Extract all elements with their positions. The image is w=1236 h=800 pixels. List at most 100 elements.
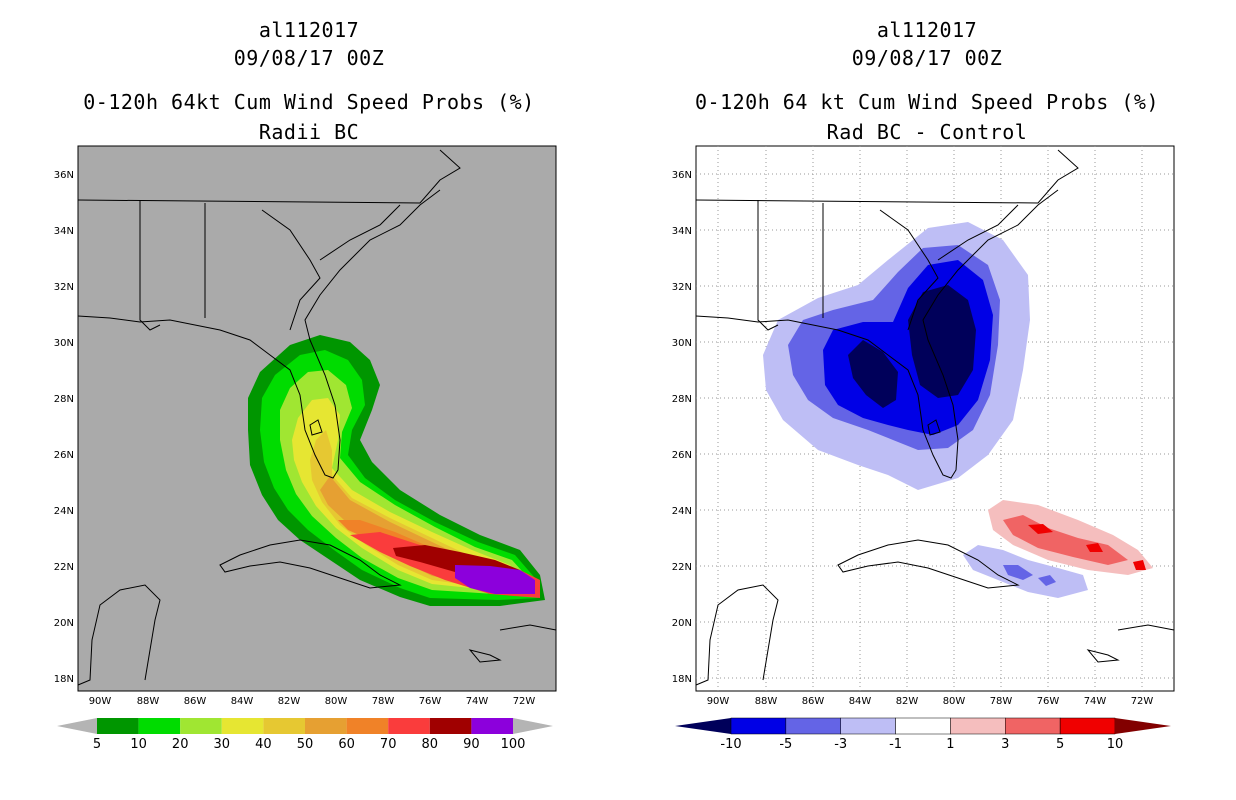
left-map-svg: 36N 34N 32N 30N 28N 26N 24N 22N 20N 18N … [54, 145, 557, 752]
lat-label: 26N [54, 450, 74, 461]
colorbar-label: 3 [1001, 737, 1009, 752]
lat-label: 30N [54, 338, 74, 349]
colorbar-label: 10 [1107, 737, 1124, 752]
left-lon-ticks: 90W 88W 86W 84W 82W 80W 78W 76W 74W 72W [89, 696, 536, 707]
colorbar-label: -1 [889, 737, 902, 752]
right-lat-ticks: 36N 34N 32N 30N 28N 26N 24N 22N 20N 18N [672, 170, 692, 685]
lon-label: 86W [184, 696, 207, 707]
lon-label: 82W [278, 696, 301, 707]
right-lon-ticks: 90W 88W 86W 84W 82W 80W 78W 76W 74W 72W [707, 696, 1154, 707]
left-product-title: 0-120h 64kt Cum Wind Speed Probs (%) [83, 90, 535, 114]
colorbar-triangle-high [1115, 718, 1171, 734]
lon-label: 74W [1084, 696, 1107, 707]
lon-label: 74W [466, 696, 489, 707]
colorbar-swatch [730, 717, 787, 735]
left-probability-swath [248, 335, 545, 606]
lon-label: 72W [513, 696, 536, 707]
colorbar-label: 5 [93, 737, 101, 752]
lat-label: 22N [54, 562, 74, 573]
left-panel: al112017 09/08/17 00Z 0-120h 64kt Cum Wi… [54, 18, 557, 752]
right-subtitle: Rad BC - Control [826, 120, 1028, 144]
colorbar-label: -5 [779, 737, 792, 752]
colorbar-label: 20 [172, 737, 189, 752]
colorbar-swatch [305, 718, 347, 734]
lat-label: 28N [672, 394, 692, 405]
lon-label: 78W [990, 696, 1013, 707]
lon-label: 82W [896, 696, 919, 707]
left-subtitle: Radii BC [258, 120, 360, 144]
colorbar-label: 30 [214, 737, 231, 752]
left-colorbar: 5 10 20 30 40 50 60 70 80 90 100 [57, 718, 553, 752]
lon-label: 76W [1037, 696, 1060, 707]
right-colorbar: -10 -5 -3 -1 1 3 5 10 [675, 717, 1171, 752]
lat-label: 18N [672, 674, 692, 685]
colorbar-triangle-high [513, 718, 553, 734]
colorbar-label: 70 [380, 737, 397, 752]
colorbar-swatch [429, 718, 472, 734]
colorbar-label: 40 [255, 737, 272, 752]
right-difference-field [763, 222, 1153, 598]
colorbar-swatch [97, 718, 139, 734]
left-lat-ticks: 36N 34N 32N 30N 28N 26N 24N 22N 20N 18N [54, 170, 74, 685]
colorbar-label: 60 [338, 737, 355, 752]
diff-plus-5 [1028, 524, 1146, 570]
lat-label: 20N [54, 618, 74, 629]
lon-label: 80W [943, 696, 966, 707]
right-coastlines [695, 149, 1175, 686]
colorbar-swatch [785, 717, 841, 735]
lat-label: 18N [54, 674, 74, 685]
lat-label: 26N [672, 450, 692, 461]
lat-label: 32N [54, 282, 74, 293]
lon-label: 90W [89, 696, 112, 707]
colorbar-swatch [263, 718, 305, 734]
lat-label: 36N [54, 170, 74, 181]
colorbar-label: 5 [1056, 737, 1064, 752]
swath-20 [280, 370, 530, 594]
lat-label: 34N [672, 226, 692, 237]
lat-label: 30N [672, 338, 692, 349]
colorbar-label: 90 [463, 737, 480, 752]
lon-label: 88W [755, 696, 778, 707]
colorbar-label: 100 [501, 737, 526, 752]
colorbar-label: -3 [834, 737, 847, 752]
lon-label: 80W [325, 696, 348, 707]
diff-minus-3-cuba [1003, 565, 1056, 586]
colorbar-label: 50 [297, 737, 314, 752]
lat-label: 22N [672, 562, 692, 573]
lat-label: 36N [672, 170, 692, 181]
lon-label: 84W [849, 696, 872, 707]
colorbar-triangle-low [57, 718, 97, 734]
colorbar-swatch [388, 718, 430, 734]
lat-label: 20N [672, 618, 692, 629]
colorbar-swatch [1059, 717, 1116, 735]
lon-label: 72W [1131, 696, 1154, 707]
lat-label: 24N [54, 506, 74, 517]
swath-90 [455, 565, 535, 594]
colorbar-swatch [221, 718, 264, 734]
colorbar-swatch [1005, 717, 1061, 735]
left-coastlines [77, 149, 557, 686]
colorbar-swatch [950, 717, 1006, 735]
right-panel: al112017 09/08/17 00Z 0-120h 64 kt Cum W… [618, 0, 1236, 800]
left-storm-id: al112017 [258, 18, 360, 42]
lon-label: 76W [419, 696, 442, 707]
colorbar-swatch [840, 717, 896, 735]
right-storm-id: al112017 [876, 18, 978, 42]
colorbar-label: 80 [422, 737, 439, 752]
colorbar-swatch [346, 718, 389, 734]
right-product-title: 0-120h 64 kt Cum Wind Speed Probs (%) [694, 90, 1160, 114]
lat-label: 24N [672, 506, 692, 517]
colorbar-swatch [895, 717, 951, 735]
colorbar-triangle-low [675, 718, 731, 734]
colorbar-label: 1 [946, 737, 954, 752]
right-datetime: 09/08/17 00Z [851, 46, 1003, 70]
colorbar-swatch [180, 718, 222, 734]
lat-label: 32N [672, 282, 692, 293]
lon-label: 90W [707, 696, 730, 707]
colorbar-label: -10 [720, 737, 741, 752]
lat-label: 28N [54, 394, 74, 405]
colorbar-swatch [471, 718, 513, 734]
right-map-svg: 36N 34N 32N 30N 28N 26N 24N 22N 20N 18N … [672, 145, 1175, 752]
colorbar-swatch [138, 718, 181, 734]
lon-label: 84W [231, 696, 254, 707]
